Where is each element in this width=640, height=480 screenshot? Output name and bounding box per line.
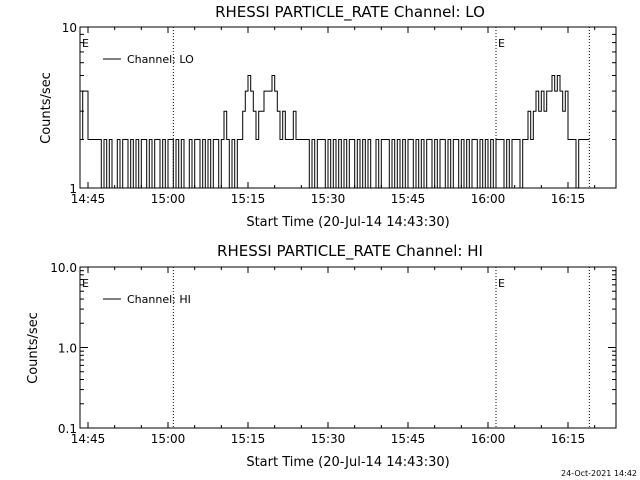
lo-x-axis-label: Start Time (20-Jul-14 14:43:30): [246, 215, 449, 230]
lo-x-tick-label: 15:30: [311, 192, 346, 206]
lo-series-line: [80, 75, 590, 189]
lo-y-axis-label: Counts/sec: [39, 72, 54, 144]
hi-marker-label: E: [82, 277, 89, 290]
lo-x-tick-label: 15:15: [231, 192, 266, 206]
lo-x-tick-label: 16:15: [551, 192, 586, 206]
hi-y-tick-label: 10.0: [50, 261, 77, 275]
lo-marker-label: E: [82, 37, 89, 50]
lo-chart-title: RHESSI PARTICLE_RATE Channel: LO: [215, 3, 485, 22]
hi-y-tick-label: 0.1: [58, 422, 77, 436]
hi-legend-entry: Channel: HI: [127, 293, 191, 306]
lo-y-tick-label: 1: [69, 182, 77, 196]
hi-x-tick-label: 15:30: [311, 432, 346, 446]
lo-marker-label: E: [498, 37, 505, 50]
hi-x-tick-label: 15:15: [231, 432, 266, 446]
lo-y-tick-label: 10: [62, 21, 77, 35]
hi-y-tick-label: 1.0: [58, 342, 77, 356]
hi-chart-title: RHESSI PARTICLE_RATE Channel: HI: [217, 242, 483, 261]
hi-x-tick-label: 14:45: [71, 432, 106, 446]
hi-x-tick-label: 15:00: [151, 432, 186, 446]
hi-marker-label: E: [498, 277, 505, 290]
footer-timestamp: 24-Oct-2021 14:42: [561, 469, 637, 478]
lo-legend-entry: Channel: LO: [127, 53, 194, 66]
hi-plot-frame: [79, 266, 617, 429]
lo-x-tick-label: 15:45: [391, 192, 426, 206]
hi-x-axis-label: Start Time (20-Jul-14 14:43:30): [246, 455, 449, 470]
lo-x-tick-label: 15:00: [151, 192, 186, 206]
hi-channel-panel: RHESSI PARTICLE_RATE Channel: HI Start T…: [26, 242, 617, 470]
hi-x-tick-label: 15:45: [391, 432, 426, 446]
lo-x-tick-label: 14:45: [71, 192, 106, 206]
lo-x-tick-label: 16:00: [471, 192, 506, 206]
hi-x-tick-label: 16:15: [551, 432, 586, 446]
hi-x-tick-label: 16:00: [471, 432, 506, 446]
lo-channel-panel: RHESSI PARTICLE_RATE Channel: LO Start T…: [39, 3, 617, 230]
hi-y-axis-label: Counts/sec: [26, 312, 41, 384]
